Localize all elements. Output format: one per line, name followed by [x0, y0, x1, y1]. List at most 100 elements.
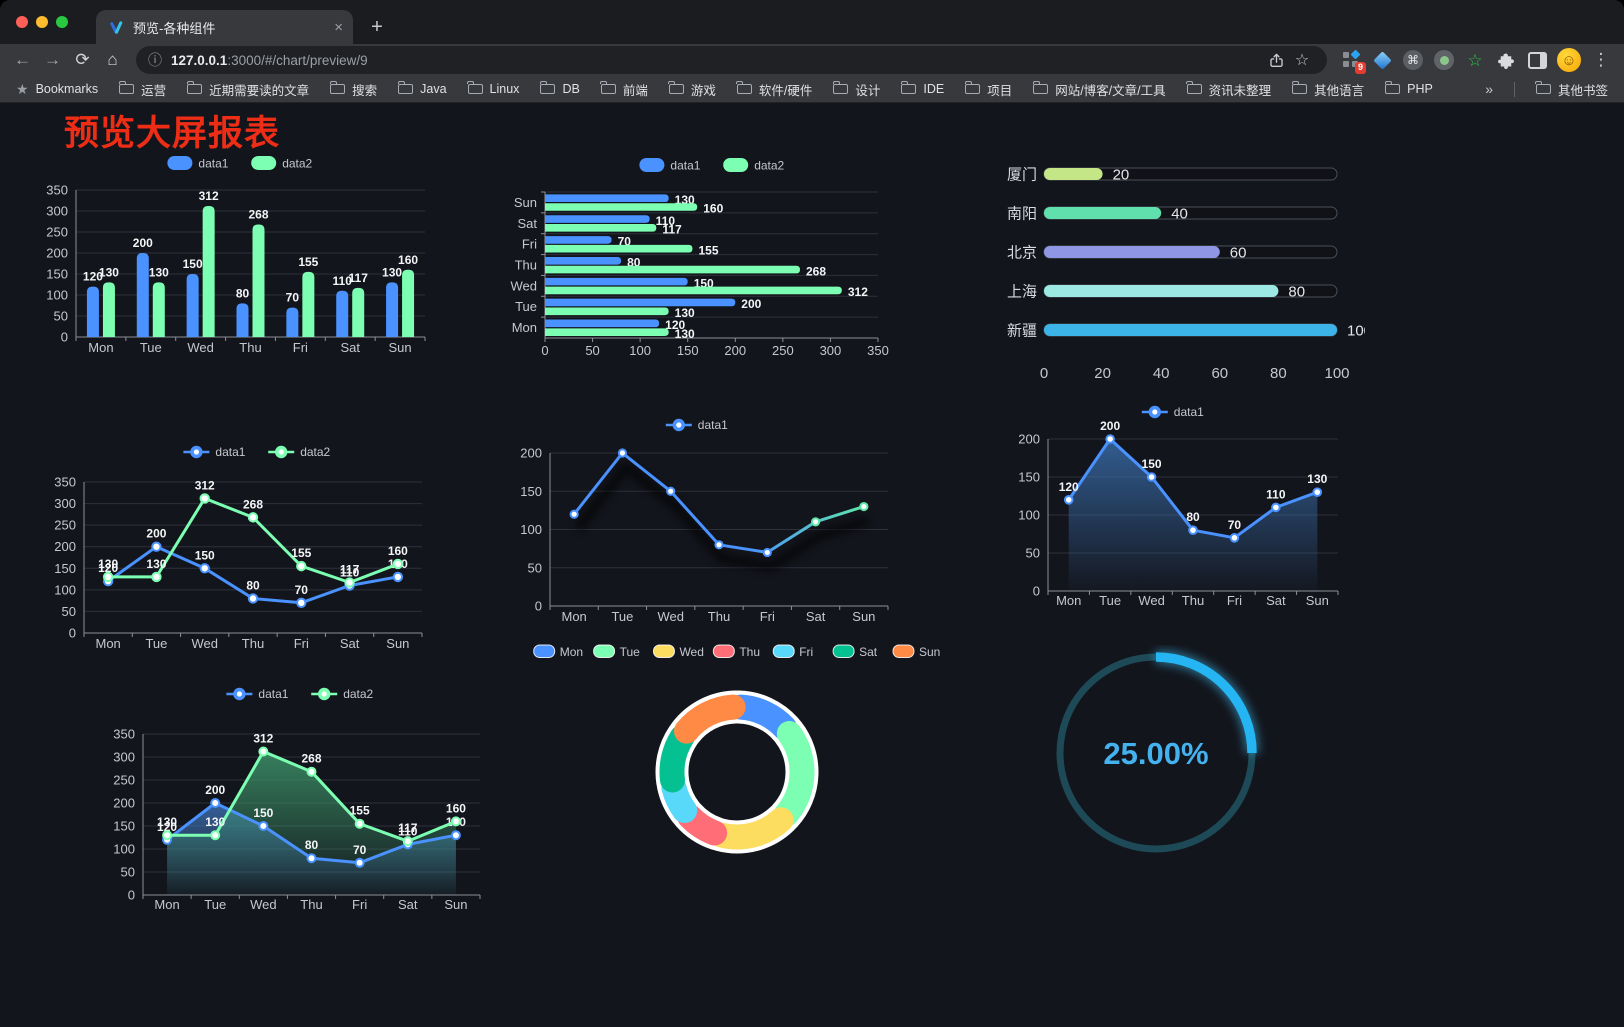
- svg-text:Thu: Thu: [515, 258, 537, 273]
- back-button[interactable]: ←: [14, 50, 31, 69]
- svg-text:Mon: Mon: [88, 340, 113, 355]
- site-info-icon[interactable]: ⓘ: [148, 52, 162, 68]
- svg-text:0: 0: [61, 330, 68, 345]
- bookmark-folder[interactable]: Java: [397, 81, 447, 96]
- url-path: :3000/#/chart/preview/9: [227, 52, 368, 68]
- horizontal-bar-chart[interactable]: 0 50 100 150 200 250 300 350 Sun 130 160 Sat 110 117 F…: [503, 146, 921, 370]
- svg-text:20: 20: [1113, 167, 1130, 184]
- bookmark-folder[interactable]: 网站/博客/文章/工具: [1032, 80, 1166, 99]
- svg-text:130: 130: [205, 815, 225, 829]
- svg-text:130: 130: [149, 265, 169, 279]
- svg-text:150: 150: [54, 561, 76, 576]
- svg-text:50: 50: [121, 865, 135, 880]
- other-bookmarks-folder[interactable]: 其他书签: [1535, 80, 1608, 99]
- progress-gauge[interactable]: 25.00%: [1046, 645, 1270, 863]
- donut-chart[interactable]: Mon Tue Wed Thu Fri Sat Sun: [528, 633, 948, 875]
- svg-text:Sat: Sat: [340, 340, 360, 355]
- bookmarks-manager[interactable]: ★ Bookmarks: [16, 81, 98, 98]
- folder-icon: [964, 81, 981, 94]
- bookmark-folder[interactable]: PHP: [1384, 81, 1433, 96]
- bookmark-folder[interactable]: 资讯未整理: [1186, 80, 1271, 99]
- bookmarks-overflow-chevron[interactable]: »: [1485, 81, 1493, 97]
- close-tab-icon[interactable]: ×: [334, 18, 343, 36]
- svg-text:Tue: Tue: [140, 340, 162, 355]
- bookmark-folder[interactable]: DB: [539, 81, 580, 96]
- svg-text:厦门: 厦门: [1007, 167, 1037, 184]
- extensions-row: 9 ⌘ ☆ ☺ ⋮: [1336, 48, 1616, 74]
- address-bar[interactable]: ⓘ 127.0.0.1 :3000/#/chart/preview/9 ☆: [136, 46, 1327, 74]
- svg-text:200: 200: [1100, 419, 1120, 433]
- bookmark-folder[interactable]: IDE: [900, 81, 944, 96]
- svg-text:117: 117: [662, 223, 682, 237]
- recorder-extension-icon[interactable]: [1433, 49, 1455, 71]
- green-star-extension-icon[interactable]: ☆: [1467, 50, 1483, 70]
- svg-text:130: 130: [157, 815, 177, 829]
- svg-text:350: 350: [867, 343, 889, 358]
- svg-text:25.00%: 25.00%: [1103, 736, 1208, 771]
- svg-text:300: 300: [46, 204, 68, 219]
- bookmark-folder[interactable]: 近期需要读的文章: [186, 80, 309, 99]
- svg-text:200: 200: [741, 297, 761, 311]
- capsule-progress-chart[interactable]: 厦门 20 南阳 40 北京 60 上海 80 新疆 100 0 20 40 60 80 100: [993, 150, 1372, 388]
- svg-text:130: 130: [99, 265, 119, 279]
- svg-text:0: 0: [535, 599, 542, 614]
- gem-extension-icon[interactable]: [1371, 49, 1393, 71]
- bookmark-folder[interactable]: 其他语言: [1291, 80, 1364, 99]
- extensions-puzzle-icon[interactable]: [1495, 49, 1517, 71]
- svg-text:110: 110: [398, 824, 418, 838]
- share-icon[interactable]: [1263, 47, 1289, 73]
- home-button[interactable]: ⌂: [107, 50, 118, 69]
- close-window-button[interactable]: [16, 16, 28, 28]
- gradient-line-chart[interactable]: 0 50 100 150 200 Mon Tue Wed Thu Fri Sat Sun data1: [500, 400, 924, 632]
- browser-tab[interactable]: 预览-各种组件 ×: [96, 10, 353, 44]
- svg-text:200: 200: [46, 246, 68, 261]
- svg-text:Wed: Wed: [511, 278, 538, 293]
- svg-text:Fri: Fri: [760, 609, 775, 624]
- svg-text:Sat: Sat: [1266, 593, 1286, 608]
- svg-text:160: 160: [446, 801, 466, 815]
- bookmark-folder[interactable]: 设计: [832, 80, 880, 99]
- svg-text:50: 50: [528, 560, 542, 575]
- bookmark-folder[interactable]: 运营: [119, 80, 166, 99]
- bookmark-folder[interactable]: 搜索: [329, 80, 377, 99]
- grid-extension-icon[interactable]: 9: [1340, 49, 1366, 74]
- grouped-bar-chart[interactable]: 0 50 100 150 200 250 300 350 Mon Tue Wed Thu Fri Sat S…: [46, 146, 458, 370]
- svg-text:上海: 上海: [1007, 284, 1037, 301]
- bookmark-folder[interactable]: 项目: [964, 80, 1012, 99]
- browser-menu-icon[interactable]: ⋮: [1592, 50, 1610, 69]
- svg-text:80: 80: [236, 286, 250, 300]
- svg-text:120: 120: [98, 561, 118, 575]
- svg-text:268: 268: [243, 497, 263, 511]
- svg-text:Fri: Fri: [352, 897, 367, 912]
- reload-button[interactable]: ⟳: [75, 50, 90, 69]
- svg-text:150: 150: [46, 267, 68, 282]
- svg-text:155: 155: [350, 804, 370, 818]
- svg-text:Sun: Sun: [514, 195, 537, 210]
- forward-button[interactable]: →: [44, 50, 61, 69]
- side-panel-icon[interactable]: [1526, 49, 1548, 71]
- profile-avatar[interactable]: ☺: [1557, 48, 1581, 72]
- command-extension-icon[interactable]: ⌘: [1402, 49, 1424, 71]
- svg-text:Sun: Sun: [386, 636, 409, 651]
- svg-text:data1: data1: [258, 687, 288, 701]
- bookmark-star-icon[interactable]: ☆: [1294, 52, 1310, 69]
- two-series-area-chart[interactable]: 0 50 100 150 200 250 300 350 Mon Tue Wed Thu Fri Sat S…: [100, 662, 524, 916]
- bookmark-folder[interactable]: 游戏: [668, 80, 716, 99]
- new-tab-button[interactable]: +: [371, 15, 383, 38]
- area-line-chart[interactable]: 0 50 100 150 200 Mon Tue Wed Thu Fri Sat Sun 120 200 1…: [998, 396, 1378, 618]
- svg-text:60: 60: [1211, 365, 1228, 382]
- zoom-window-button[interactable]: [56, 16, 68, 28]
- folder-icon: [736, 81, 752, 94]
- bookmark-folder[interactable]: 软件/硬件: [736, 80, 812, 99]
- folder-icon: [119, 81, 135, 94]
- svg-text:50: 50: [1026, 546, 1040, 561]
- two-series-line-chart[interactable]: 0 50 100 150 200 250 300 350 Mon Tue Wed Thu Fri Sat S…: [44, 416, 468, 668]
- folder-icon: [1186, 81, 1202, 94]
- svg-text:Tue: Tue: [611, 609, 633, 624]
- folder-icon: [1535, 81, 1551, 94]
- minimize-window-button[interactable]: [36, 16, 48, 28]
- bookmark-folder[interactable]: 前端: [600, 80, 648, 99]
- svg-text:155: 155: [298, 255, 318, 269]
- svg-text:0: 0: [541, 343, 548, 358]
- bookmark-folder[interactable]: Linux: [467, 81, 519, 96]
